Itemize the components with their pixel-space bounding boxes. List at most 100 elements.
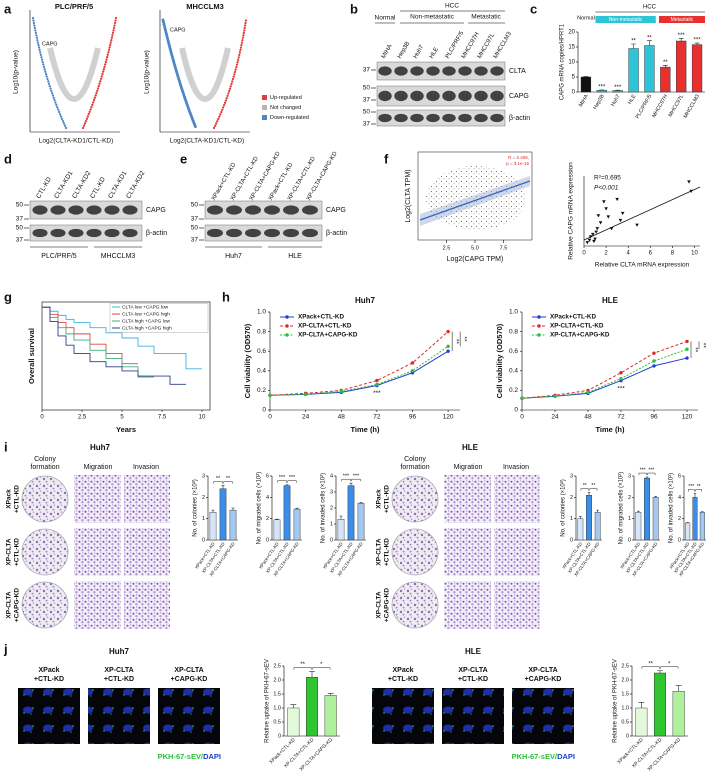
point (268, 393, 272, 397)
y-tick-label: 0.4 (257, 368, 266, 375)
image-label: +CTL-KD (104, 676, 134, 683)
significance-bracket (638, 472, 647, 476)
bar (654, 672, 666, 737)
point (615, 197, 619, 202)
legend-marker (285, 315, 289, 319)
y-tick-label: 2 (202, 495, 205, 501)
x-tick-label: XP-CLTA+CAPG-KD (298, 737, 334, 772)
colony-image (391, 528, 439, 576)
x-tick-label: 0 (40, 415, 44, 421)
row-label: +CTL-KD (14, 538, 21, 566)
error-bar (678, 38, 684, 41)
x-tick-label: Hep3B (592, 93, 606, 110)
row-label: XP-CLTA (6, 538, 13, 566)
plot-title: PLC/PRF/5 (55, 2, 93, 11)
bar (229, 509, 237, 541)
blot-band (86, 205, 102, 215)
y-tick-label: 1.5 (273, 691, 281, 697)
significance: *** (640, 467, 646, 473)
image-label: XP-CLTA (528, 667, 557, 674)
y-tick-label: 0.6 (509, 348, 518, 355)
blot-band (245, 228, 261, 238)
point (303, 392, 308, 397)
y-tick-label: 2 (570, 495, 573, 501)
annotation: CAPG (170, 27, 186, 33)
x-tick-label: 72 (617, 414, 625, 421)
error-bar (596, 509, 600, 513)
y-tick-label: 1 (202, 516, 205, 522)
y-tick-label: 5 (572, 75, 576, 81)
point (410, 369, 415, 373)
point (652, 364, 656, 368)
error-bar (662, 65, 668, 68)
group-bar (658, 16, 705, 23)
bar (586, 495, 592, 541)
column-header: Migration (454, 464, 483, 471)
blot-band (458, 113, 472, 123)
lane-label: CTL-KD (35, 176, 53, 200)
annotation: p = 3.1e-16 (506, 161, 529, 166)
x-tick-label: 0 (582, 251, 586, 257)
significance: *** (678, 33, 686, 39)
size-marker: 50 (16, 225, 24, 232)
caption-part: / (201, 752, 204, 761)
lane-label: CTL-KD (89, 176, 107, 200)
legend-label: CLTA high +CAPG low (122, 318, 170, 324)
significance-bracket (223, 481, 233, 484)
significance: *** (688, 484, 694, 490)
significance-bracket (641, 666, 660, 669)
error-bar (339, 515, 343, 520)
group-label: Non-metastatic (410, 14, 454, 21)
row-label: XPack (376, 489, 383, 509)
series-line (42, 306, 186, 385)
x-tick-label: 24 (302, 414, 310, 421)
panel-letter: i (4, 439, 8, 454)
blot-strip (376, 85, 506, 107)
y-tick-label: 1 (570, 516, 573, 522)
y-tick-label: 3 (628, 473, 631, 479)
group-bar (595, 16, 656, 23)
bar (347, 485, 355, 541)
significance: ** (216, 476, 221, 482)
significance-bracket (660, 666, 679, 669)
panel-letter: f (384, 151, 389, 166)
panel-title: Huh7 (109, 647, 130, 656)
y-axis-label: Log2(CLTA TPM) (405, 169, 412, 222)
size-marker: 50 (191, 202, 199, 209)
x-tick-label: 96 (409, 414, 417, 421)
x-axis-label: Time (h) (595, 425, 625, 434)
point (588, 235, 593, 239)
group-label: Huh7 (225, 253, 242, 260)
point (604, 207, 608, 211)
caption-part: PKH-67-sEV (512, 752, 555, 761)
size-marker: 37 (363, 121, 371, 128)
bar (283, 485, 291, 541)
significance: *** (614, 85, 622, 91)
y-tick-label: 0 (330, 537, 333, 543)
y-tick-label: 0 (266, 537, 269, 543)
image-label: +CTL-KD (388, 676, 418, 683)
blot-band (68, 205, 84, 215)
significance: *** (279, 475, 286, 481)
lane-label: CLTA-KD2 (125, 170, 146, 200)
bar (357, 503, 365, 541)
legend-marker (537, 333, 541, 337)
point (446, 344, 450, 348)
y-axis-label: Log10(p-value) (13, 50, 20, 94)
point (619, 376, 623, 381)
bar (635, 512, 642, 541)
y-tick-label: 4 (678, 495, 681, 501)
significance: ** (663, 60, 668, 66)
point (687, 180, 691, 184)
fluorescence-image (442, 688, 504, 744)
point (685, 356, 689, 360)
blot-band (410, 90, 424, 102)
significance: ** (631, 39, 636, 45)
error-bar (638, 702, 645, 708)
blot-band (410, 66, 424, 76)
significance: ** (460, 336, 467, 342)
row-label: +CTL-KD (384, 538, 391, 566)
x-axis-label: Log2(CAPG TPM) (447, 256, 504, 263)
blot-strip (376, 109, 506, 127)
correlation-image (417, 151, 533, 241)
